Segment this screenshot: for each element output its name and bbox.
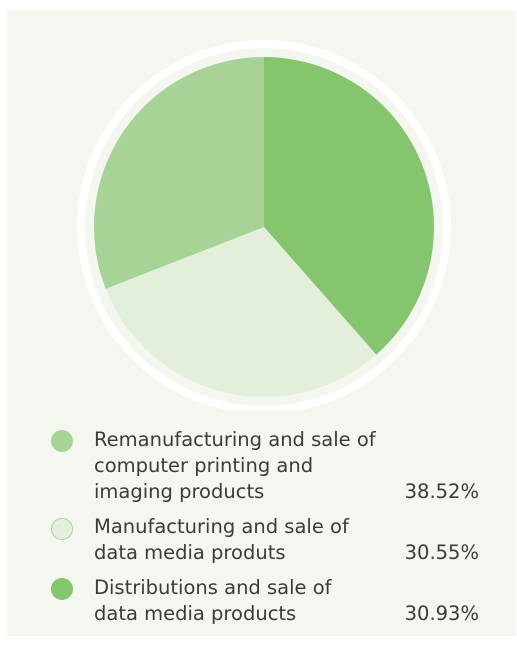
pie-slice-2 [105, 227, 377, 398]
legend-marker-distributions [51, 578, 73, 600]
legend-label-remanufacturing: Remanufacturing and sale of computer pri… [94, 428, 376, 503]
pie-slice-1 [264, 57, 434, 355]
legend-value-manufacturing: 30.55% [404, 541, 479, 564]
legend-label-manufacturing: Manufacturing and sale of data media pro… [94, 515, 349, 564]
legend-label-distributions: Distributions and sale of data media pro… [94, 576, 332, 625]
legend-marker-manufacturing [51, 518, 73, 540]
legend-value-distributions: 30.93% [404, 602, 479, 625]
legend-value-remanufacturing: 38.52% [404, 480, 479, 503]
pie-slice-3 [93, 57, 265, 289]
pie-chart [77, 40, 451, 410]
legend-marker-remanufacturing [51, 430, 73, 452]
